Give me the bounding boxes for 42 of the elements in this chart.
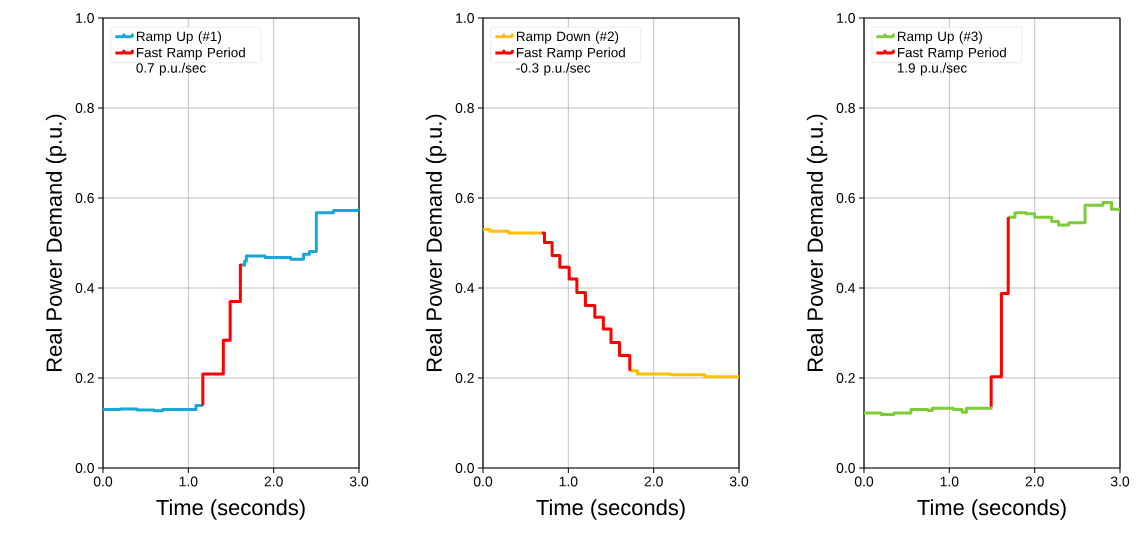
legend-label: Fast Ramp Period 1.9 p.u./sec [897, 47, 1006, 76]
x-axis-title: Time (seconds) [156, 499, 305, 520]
legend-label: Fast Ramp Period 0.7 p.u./sec [136, 47, 245, 76]
x-axis-title: Time (seconds) [536, 499, 685, 520]
y-tick-label: 0.2 [455, 373, 474, 383]
y-tick-label: 0.6 [75, 193, 94, 203]
y-tick-label: 1.0 [837, 13, 855, 23]
y-axis-title: Real Power Demand (p.u.) [806, 114, 828, 371]
x-tick-label: 3.0 [1110, 476, 1130, 487]
legend-label: Ramp Up (#1) [136, 31, 221, 44]
legend-label: Fast Ramp Period -0.3 p.u./sec [516, 47, 625, 76]
y-tick-label: 0.4 [455, 283, 475, 293]
legend-label: Ramp Up (#3) [897, 31, 982, 44]
x-axis-title: Time (seconds) [917, 499, 1066, 520]
x-tick-label: 2.0 [644, 476, 663, 487]
y-tick-label: 1.0 [76, 13, 94, 23]
x-tick-label: 0.0 [93, 476, 113, 487]
x-tick-label: 3.0 [349, 476, 369, 487]
y-tick-label: 0.4 [836, 283, 856, 293]
x-tick-label: 1.0 [179, 476, 198, 487]
y-tick-label: 0.8 [836, 103, 855, 113]
x-tick-label: 2.0 [264, 476, 283, 487]
x-tick-label: 0.0 [854, 476, 874, 487]
x-tick-label: 1.0 [559, 476, 578, 487]
x-tick-label: 0.0 [473, 476, 493, 487]
y-tick-label: 0.8 [455, 103, 474, 113]
y-tick-label: 0.0 [75, 463, 94, 473]
x-tick-label: 3.0 [729, 476, 749, 487]
y-tick-label: 0.4 [75, 283, 95, 293]
x-tick-label: 1.0 [940, 476, 959, 487]
y-axis-title: Real Power Demand (p.u.) [45, 114, 67, 371]
legend-label: Ramp Down (#2) [516, 31, 619, 44]
x-tick-label: 2.0 [1025, 476, 1044, 487]
y-tick-label: 0.0 [836, 463, 855, 473]
y-tick-label: 0.2 [836, 373, 855, 383]
y-tick-label: 1.0 [456, 13, 474, 23]
y-tick-label: 0.6 [836, 193, 855, 203]
y-tick-label: 0.8 [75, 103, 94, 113]
y-tick-label: 0.0 [455, 463, 474, 473]
y-tick-label: 0.2 [75, 373, 94, 383]
y-axis-title: Real Power Demand (p.u.) [425, 114, 447, 371]
y-tick-label: 0.6 [455, 193, 474, 203]
